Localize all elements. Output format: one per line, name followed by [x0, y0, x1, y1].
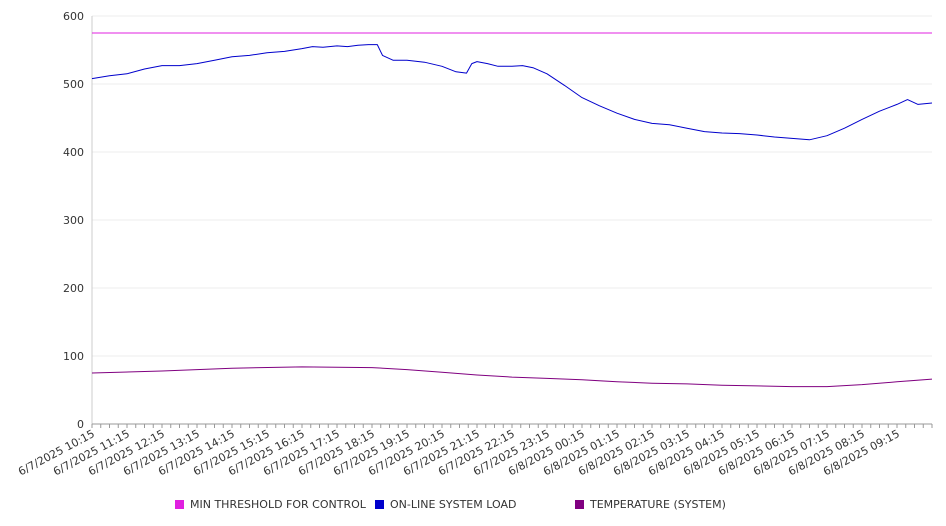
legend-label-load: ON-LINE SYSTEM LOAD: [390, 498, 517, 511]
y-axis: 0 100 200 300 400 500 600: [63, 10, 93, 431]
y-tick-label: 400: [63, 146, 84, 159]
legend-item-temperature: TEMPERATURE (SYSTEM): [575, 498, 726, 511]
legend-swatch-load: [375, 500, 384, 509]
legend-item-threshold: MIN THRESHOLD FOR CONTROL: [175, 498, 366, 511]
y-tick-label: 0: [77, 418, 84, 431]
series-temperature-line: [91, 366, 933, 388]
y-tick-label: 500: [63, 78, 84, 91]
x-axis: 6/7/2025 10:156/7/2025 11:156/7/2025 12:…: [16, 423, 933, 478]
y-tick-label: 100: [63, 350, 84, 363]
series-load-line: [91, 44, 933, 141]
legend-label-temperature: TEMPERATURE (SYSTEM): [590, 498, 726, 511]
y-tick-label: 600: [63, 10, 84, 23]
series-lines: [91, 32, 933, 388]
legend-swatch-temperature: [575, 500, 584, 509]
line-chart: 0 100 200 300 400 500 600 6/7/2025 10:156/7/20…: [16, 10, 933, 478]
legend-item-load: ON-LINE SYSTEM LOAD: [375, 498, 516, 511]
legend-swatch-threshold: [175, 500, 184, 509]
y-tick-label: 300: [63, 214, 84, 227]
grid-lines: [92, 15, 932, 357]
y-tick-label: 200: [63, 282, 84, 295]
legend-label-threshold: MIN THRESHOLD FOR CONTROL: [190, 498, 366, 511]
legend: MIN THRESHOLD FOR CONTROL ON-LINE SYSTEM…: [0, 498, 946, 514]
